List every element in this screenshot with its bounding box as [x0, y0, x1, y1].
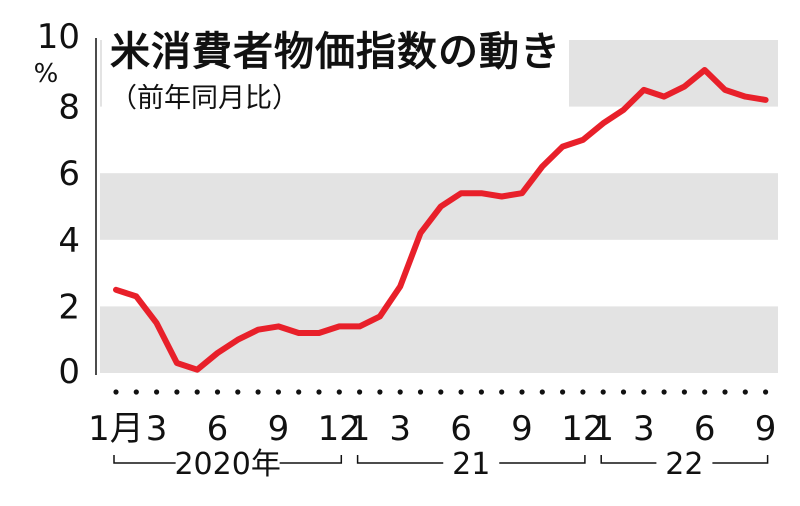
x-axis-dot: [316, 389, 322, 395]
x-axis-dot: [499, 389, 505, 395]
year-bracket-right: [279, 455, 343, 464]
y-tick-label: 6: [58, 154, 80, 194]
x-tick-label: 6: [450, 409, 472, 449]
x-axis-dot: [357, 389, 363, 395]
year-bracket-right: [499, 455, 586, 464]
series-group: [113, 67, 769, 373]
x-axis-dot: [722, 389, 728, 395]
x-axis-dot: [438, 389, 444, 395]
year-bracket-left: [356, 455, 444, 464]
x-axis-dot: [133, 389, 139, 395]
x-tick-label: 3: [633, 409, 655, 449]
y-tick-label: 8: [58, 88, 80, 128]
x-axis-dot: [458, 389, 464, 395]
x-axis-dot: [113, 389, 119, 395]
x-axis-dot: [600, 389, 606, 395]
x-axis-dots: [113, 389, 769, 395]
x-tick-label: 9: [511, 409, 533, 449]
y-tick-label: 10: [37, 17, 80, 57]
y-tick-label: 4: [58, 221, 80, 261]
x-axis-dot: [702, 389, 708, 395]
x-axis-dot: [478, 389, 484, 395]
y-axis-unit: %: [34, 59, 59, 89]
x-axis-dot: [174, 389, 180, 395]
x-axis-dot: [154, 389, 160, 395]
x-tick-label: 1月: [88, 409, 144, 449]
x-tick-label: 1: [592, 409, 614, 449]
x-axis-dot: [681, 389, 688, 395]
x-axis-dot: [742, 389, 748, 395]
x-axis-dot: [417, 389, 424, 395]
x-tick-label: 3: [389, 409, 411, 449]
x-axis-dot: [560, 389, 566, 395]
year-bracket-right: [712, 455, 769, 464]
x-axis-dot: [641, 389, 647, 395]
x-tick-label: 9: [268, 409, 290, 449]
y-tick-label: 0: [58, 352, 80, 392]
x-axis-dot: [620, 389, 627, 395]
chart-title: 米消費者物価指数の動き: [110, 29, 561, 75]
x-axis-dot: [275, 389, 281, 395]
x-axis-dot: [519, 389, 525, 395]
y-axis: 0 2 4 6 8 10: [37, 17, 97, 392]
x-axis-dot: [377, 389, 383, 395]
series-line: [113, 67, 769, 373]
grid-band: [100, 306, 778, 373]
x-axis-dot: [296, 389, 302, 395]
x-tick-label: 6: [694, 409, 716, 449]
x-tick-label: 12: [561, 409, 604, 449]
x-tick-label: 3: [146, 409, 168, 449]
year-group-label: 21: [452, 447, 490, 482]
x-axis-dot: [763, 389, 769, 395]
x-axis-dot: [194, 389, 200, 395]
title-block: 米消費者物価指数の動き （前年同月比）: [102, 26, 569, 120]
year-bracket-left: [600, 455, 657, 464]
x-axis-tick-labels: 1月 3 6 9 121 3 6 9 121 3 6 9: [88, 409, 776, 449]
x-tick-label: 6: [207, 409, 229, 449]
x-tick-label: 9: [755, 409, 777, 449]
x-axis-dot: [397, 389, 403, 395]
x-tick-label: 12: [318, 409, 361, 449]
x-axis-dot: [255, 389, 261, 395]
x-axis-dot: [539, 389, 545, 395]
year-groups: 2020年 21 22: [113, 447, 769, 482]
year-bracket-left: [113, 455, 176, 464]
x-axis-dot: [580, 389, 586, 395]
year-group-label: 22: [665, 447, 703, 482]
chart-subtitle: （前年同月比）: [110, 83, 299, 114]
x-axis-dot: [214, 389, 221, 395]
x-axis-dot: [336, 389, 342, 395]
x-axis-dot: [661, 389, 667, 395]
x-axis-dot: [235, 389, 241, 395]
y-tick-label: 2: [58, 287, 80, 327]
year-group-label: 2020年: [174, 447, 280, 482]
x-tick-label: 1: [349, 409, 371, 449]
